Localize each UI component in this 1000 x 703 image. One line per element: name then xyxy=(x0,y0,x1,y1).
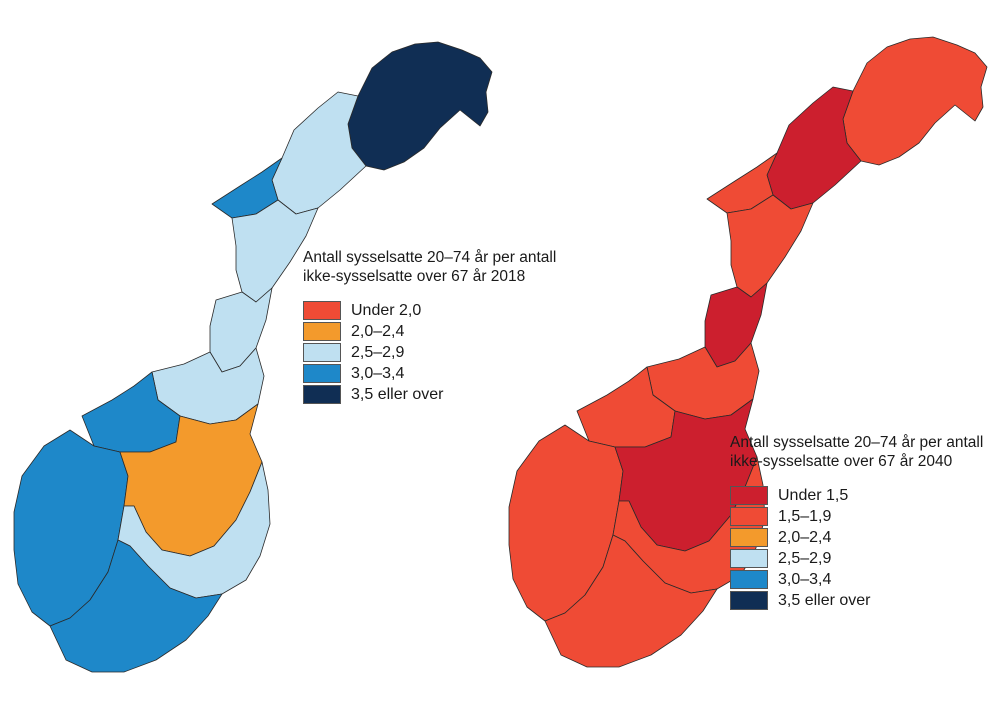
legend-label: Under 1,5 xyxy=(778,486,849,504)
legend-2018-item: 3,0–3,4 xyxy=(303,363,556,384)
region-helgeland xyxy=(704,282,768,368)
legend-2018: Antall sysselsatte 20–74 år per antall i… xyxy=(303,248,556,405)
legend-2040-title-line-1: Antall sysselsatte 20–74 år per antall xyxy=(730,434,984,451)
legend-2040: Antall sysselsatte 20–74 år per antall i… xyxy=(730,433,983,611)
map-2040 xyxy=(508,36,988,668)
region-troms xyxy=(271,91,367,215)
region-sorlandet xyxy=(544,534,718,668)
map-2018 xyxy=(13,41,493,673)
legend-2040-title: Antall sysselsatte 20–74 år per antall i… xyxy=(730,433,983,471)
legend-2040-item: 2,0–2,4 xyxy=(730,527,983,548)
region-troms xyxy=(766,86,862,210)
legend-2040-item: Under 1,5 xyxy=(730,485,983,506)
legend-swatch xyxy=(303,364,341,383)
legend-label: 2,5–2,9 xyxy=(778,549,832,567)
legend-2018-title-line-2: ikke-sysselsatte over 67 år 2018 xyxy=(303,268,526,285)
region-nordland xyxy=(726,194,814,298)
legend-label: 3,0–3,4 xyxy=(351,364,405,382)
legend-2018-item: 2,0–2,4 xyxy=(303,321,556,342)
legend-swatch xyxy=(303,301,341,320)
legend-2040-item: 2,5–2,9 xyxy=(730,548,983,569)
legend-swatch xyxy=(730,528,768,547)
legend-label: 1,5–1,9 xyxy=(778,507,832,525)
legend-label: 2,0–2,4 xyxy=(778,528,832,546)
legend-2040-title-line-2: ikke-sysselsatte over 67 år 2040 xyxy=(730,453,953,470)
legend-2018-item: Under 2,0 xyxy=(303,300,556,321)
legend-label: 3,5 eller over xyxy=(351,385,444,403)
region-nordland xyxy=(231,199,319,303)
region-sorlandet xyxy=(49,539,223,673)
legend-2040-item: 3,0–3,4 xyxy=(730,569,983,590)
legend-2018-title-line-1: Antall sysselsatte 20–74 år per antall xyxy=(303,249,557,266)
legend-label: Under 2,0 xyxy=(351,301,422,319)
region-helgeland xyxy=(209,287,273,373)
legend-swatch xyxy=(730,549,768,568)
legend-swatch xyxy=(303,322,341,341)
legend-label: 3,0–3,4 xyxy=(778,570,832,588)
legend-swatch xyxy=(303,385,341,404)
legend-swatch xyxy=(730,570,768,589)
legend-label: 3,5 eller over xyxy=(778,591,871,609)
legend-2040-item: 3,5 eller over xyxy=(730,590,983,611)
legend-swatch xyxy=(730,591,768,610)
legend-swatch xyxy=(730,486,768,505)
legend-swatch xyxy=(303,343,341,362)
region-finnmark xyxy=(347,41,493,171)
legend-label: 2,5–2,9 xyxy=(351,343,405,361)
legend-label: 2,0–2,4 xyxy=(351,322,405,340)
legend-2018-item: 3,5 eller over xyxy=(303,384,556,405)
region-finnmark xyxy=(842,36,988,166)
legend-2018-title: Antall sysselsatte 20–74 år per antall i… xyxy=(303,248,556,286)
legend-2018-item: 2,5–2,9 xyxy=(303,342,556,363)
legend-2040-item: 1,5–1,9 xyxy=(730,506,983,527)
legend-swatch xyxy=(730,507,768,526)
